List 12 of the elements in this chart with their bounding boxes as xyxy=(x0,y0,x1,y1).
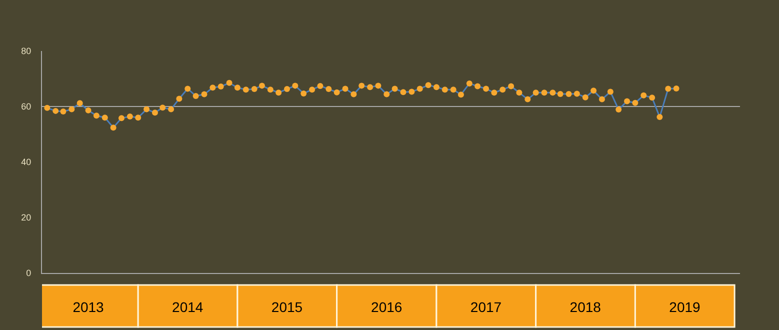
x-tick-label: 2019 xyxy=(669,298,701,315)
x-tick-label: 2013 xyxy=(72,298,104,315)
y-tick-label: 60 xyxy=(21,102,32,112)
y-tick-label: 20 xyxy=(21,212,32,223)
x-tick-label: 2017 xyxy=(470,298,502,315)
x-tick-label: 2016 xyxy=(371,298,402,315)
x-tick-label: 2014 xyxy=(172,298,204,315)
y-tick-label: 40 xyxy=(21,157,32,168)
x-tick-label: 2018 xyxy=(570,298,602,315)
y-tick-label: 0 xyxy=(26,268,32,278)
x-tick-label: 2015 xyxy=(271,298,303,315)
y-tick-label: 80 xyxy=(21,46,32,56)
